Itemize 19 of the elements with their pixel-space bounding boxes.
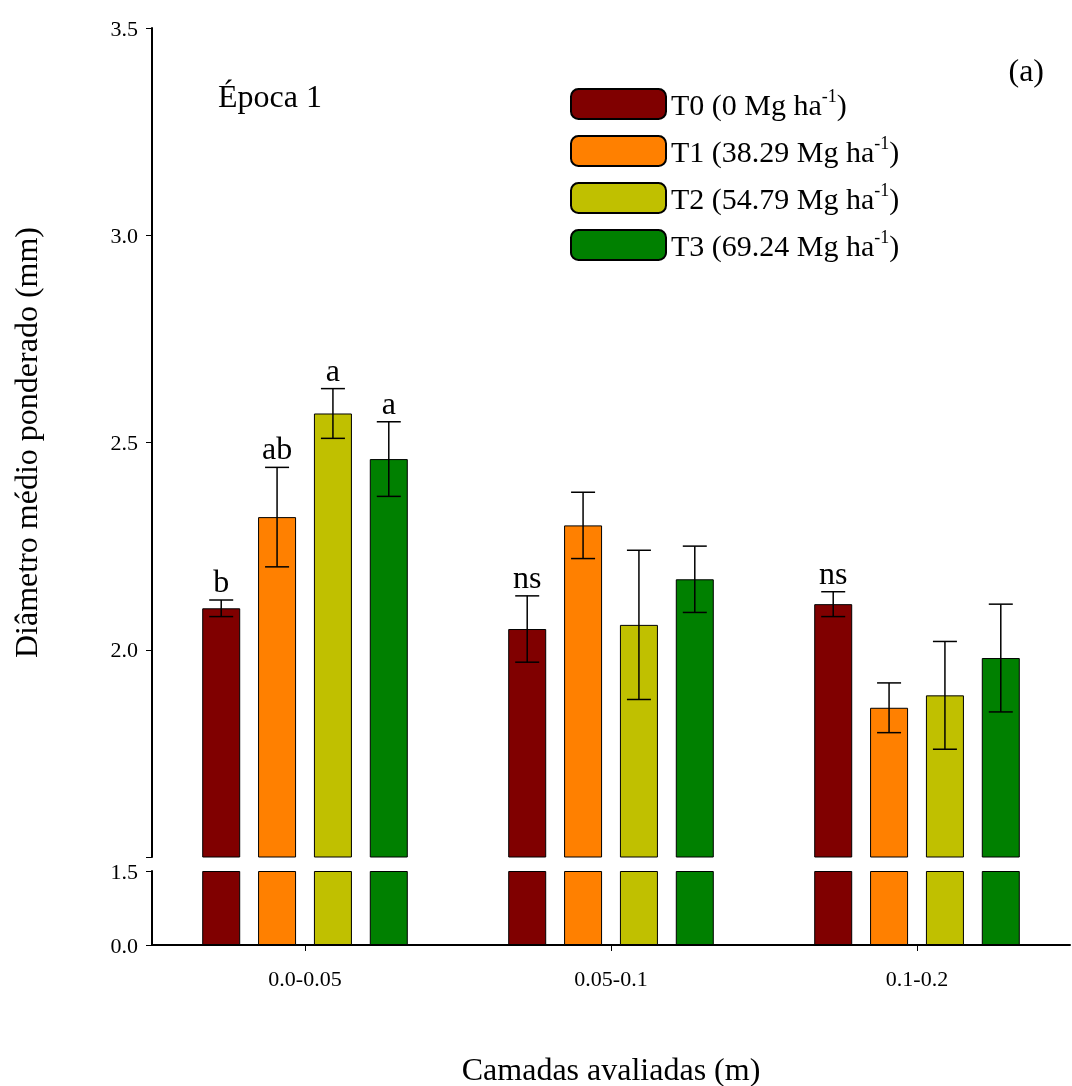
data-label: b xyxy=(213,563,230,600)
y-axis-title: Diâmetro médio ponderado (mm) xyxy=(8,227,44,658)
x-axis-title: Camadas avaliadas (m) xyxy=(461,1051,761,1086)
y-tick-label: 2.5 xyxy=(110,430,138,455)
data-label: ns xyxy=(818,554,848,591)
x-tick-label: 0.0-0.05 xyxy=(268,965,342,991)
data-label: ab xyxy=(261,430,293,467)
y-tick-label: 3.0 xyxy=(110,222,138,248)
y-tick-label: 0.0 xyxy=(110,932,138,958)
annotation: Época 1 xyxy=(218,78,322,115)
data-label: ns xyxy=(512,558,542,595)
y-tick-label: 1.5 xyxy=(110,858,138,884)
y-tick-label: 3.5 xyxy=(110,15,138,41)
y-tick-label: 2.0 xyxy=(110,637,138,663)
x-tick-label: 0.1-0.2 xyxy=(885,965,949,991)
annotation: (a) xyxy=(1008,52,1044,89)
x-tick-label: 0.05-0.1 xyxy=(574,965,648,991)
data-label: a xyxy=(325,351,341,388)
data-label: a xyxy=(381,384,396,421)
